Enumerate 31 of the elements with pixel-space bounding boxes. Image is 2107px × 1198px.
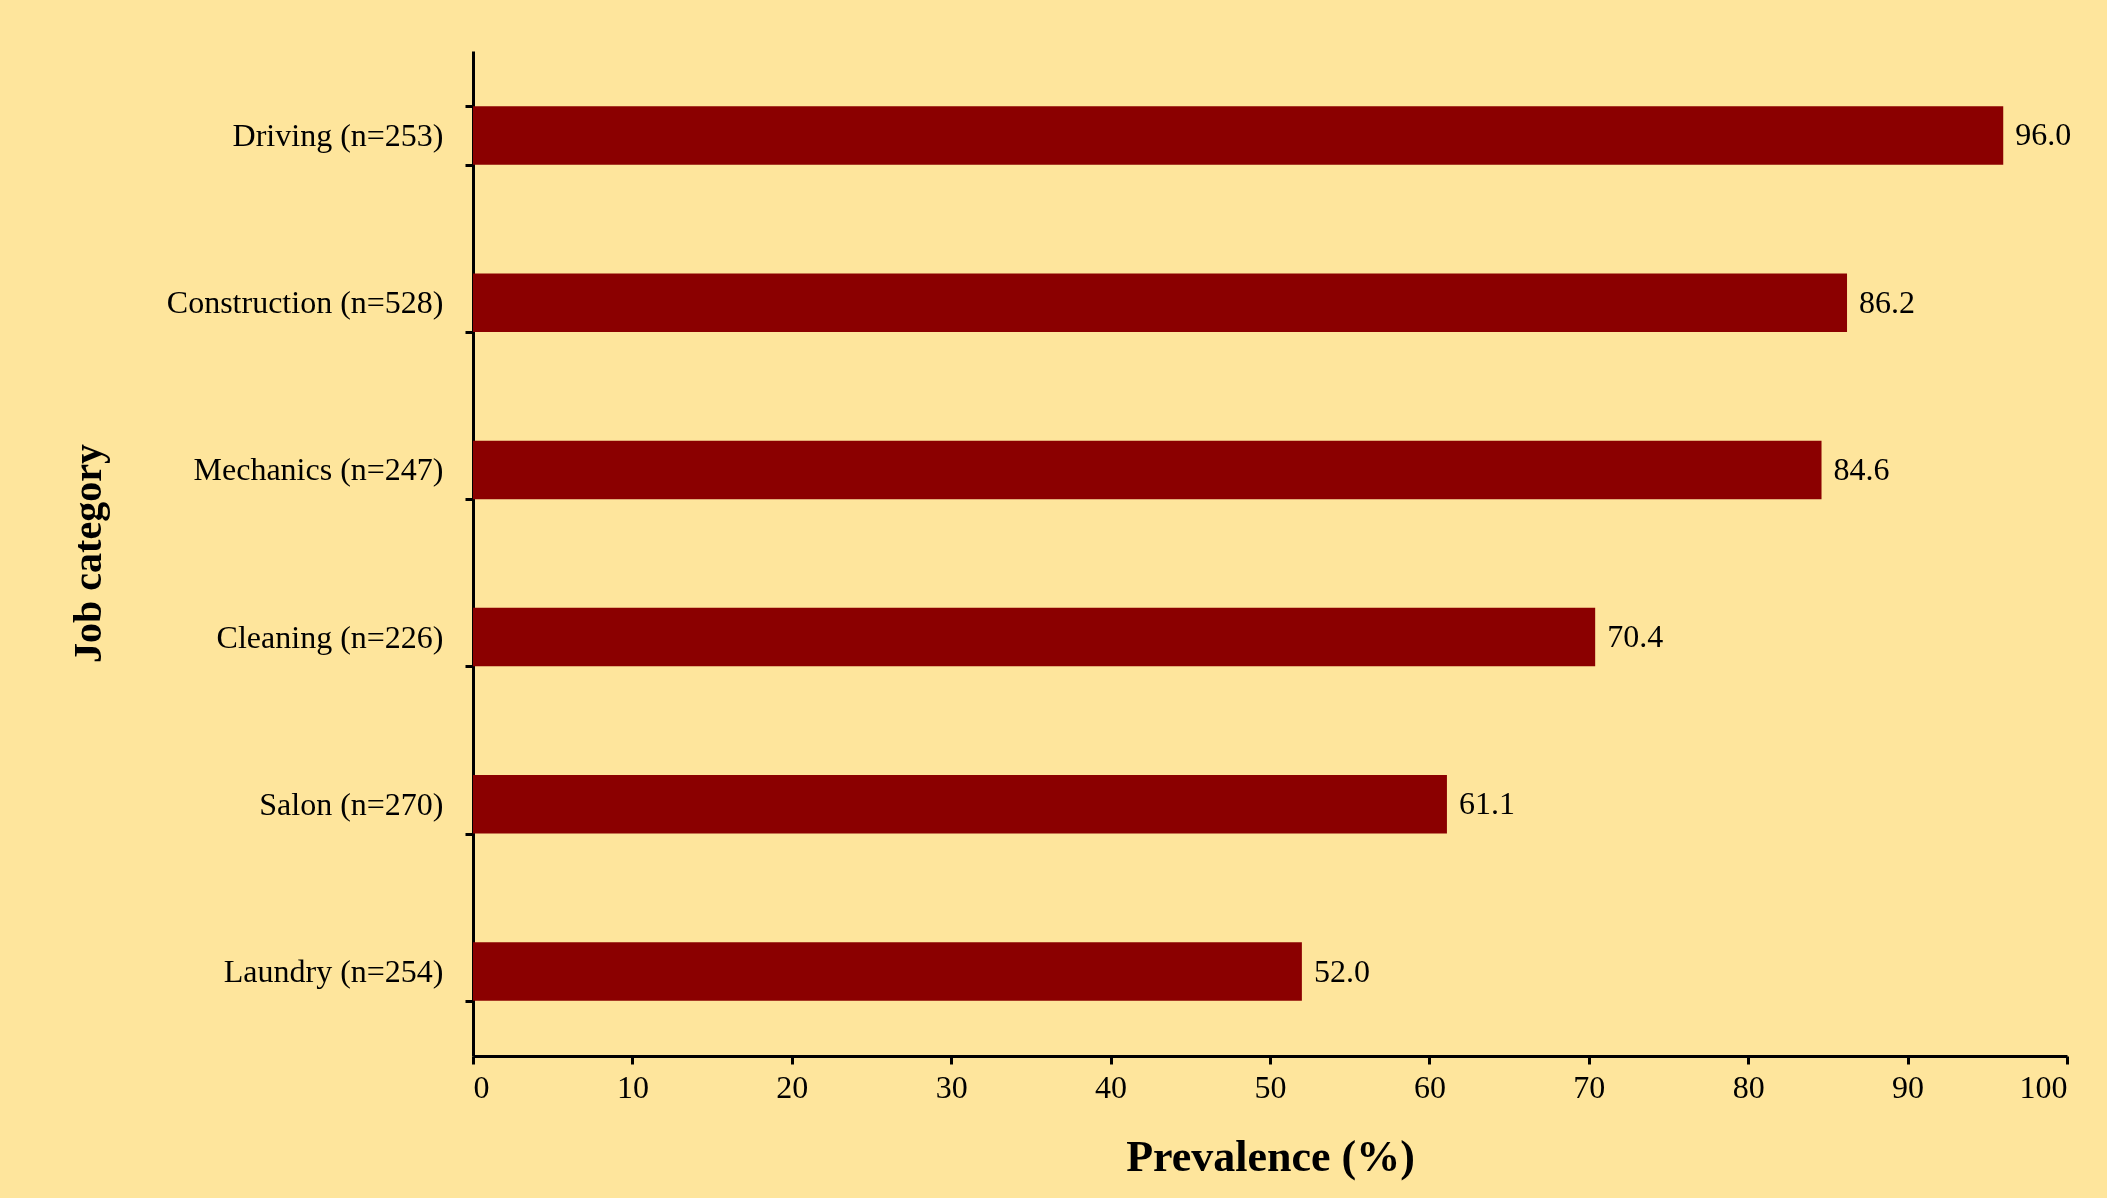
x-tick-label: 70 (1573, 1068, 1606, 1105)
x-tick-label: 100 (2019, 1068, 2068, 1105)
x-tick-label: 60 (1413, 1068, 1446, 1105)
x-axis-title: Prevalence (%) (1126, 1131, 1415, 1181)
x-tick-label: 10 (616, 1068, 649, 1105)
x-tick-label: 90 (1892, 1068, 1925, 1105)
x-tick-label: 80 (1732, 1068, 1765, 1105)
data-label: 61.1 (1458, 785, 1515, 822)
data-label: 84.6 (1833, 450, 1890, 487)
data-label: 86.2 (1859, 283, 1916, 320)
bar (473, 106, 2004, 165)
data-label: 70.4 (1607, 618, 1664, 655)
y-tick-label: Driving (n=253) (232, 116, 444, 153)
y-tick-label: Salon (n=270) (259, 785, 444, 822)
y-tick-label: Construction (n=528) (166, 284, 444, 321)
bar (473, 273, 1848, 332)
x-tick-label: 30 (935, 1068, 968, 1105)
y-tick-label: Mechanics (n=247) (193, 451, 444, 488)
x-tick-label: 40 (1095, 1068, 1128, 1105)
x-tick-label: 50 (1254, 1068, 1287, 1105)
y-tick-label: Laundry (n=254) (223, 953, 444, 990)
bar (473, 775, 1447, 834)
data-label: 52.0 (1313, 952, 1370, 989)
bar (473, 942, 1302, 1001)
bar (473, 607, 1596, 667)
data-label: 96.0 (2015, 116, 2072, 153)
x-tick-label: 0 (473, 1068, 490, 1105)
x-tick-label: 20 (776, 1068, 809, 1105)
y-tick-label: Cleaning (n=226) (216, 618, 444, 655)
y-axis-title: Job category (64, 444, 110, 663)
bar (473, 440, 1822, 500)
